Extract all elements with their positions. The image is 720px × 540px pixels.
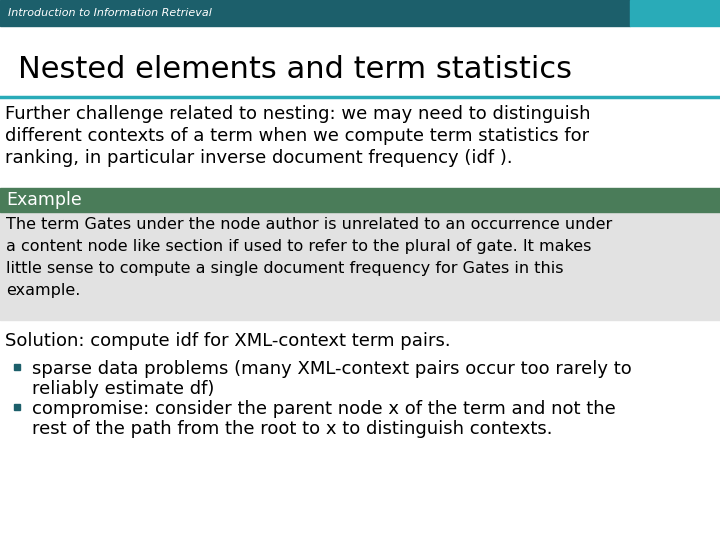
Text: different contexts of a term when we compute term statistics for: different contexts of a term when we com… xyxy=(5,127,589,145)
Text: example.: example. xyxy=(6,283,81,298)
Text: Nested elements and term statistics: Nested elements and term statistics xyxy=(18,55,572,84)
Text: rest of the path from the root to x to distinguish contexts.: rest of the path from the root to x to d… xyxy=(32,420,552,438)
Bar xyxy=(0,0,630,26)
Text: reliably estimate df): reliably estimate df) xyxy=(32,380,215,398)
Text: Solution: compute idf for XML-context term pairs.: Solution: compute idf for XML-context te… xyxy=(5,332,451,350)
Text: Introduction to Information Retrieval: Introduction to Information Retrieval xyxy=(8,8,212,18)
Bar xyxy=(14,364,20,370)
Bar xyxy=(0,188,720,212)
Text: compromise: consider the parent node x of the term and not the: compromise: consider the parent node x o… xyxy=(32,400,616,418)
Text: sparse data problems (many XML-context pairs occur too rarely to: sparse data problems (many XML-context p… xyxy=(32,360,631,378)
Text: ranking, in particular inverse document frequency (idf ).: ranking, in particular inverse document … xyxy=(5,149,513,167)
Bar xyxy=(14,404,20,410)
Bar xyxy=(630,0,720,26)
Text: The term Gates under the node author is unrelated to an occurrence under: The term Gates under the node author is … xyxy=(6,217,612,232)
Text: Example: Example xyxy=(6,191,82,209)
Text: a content node like section if used to refer to the plural of gate. It makes: a content node like section if used to r… xyxy=(6,239,591,254)
Bar xyxy=(0,212,720,320)
Text: little sense to compute a single document frequency for Gates in this: little sense to compute a single documen… xyxy=(6,261,564,276)
Text: Further challenge related to nesting: we may need to distinguish: Further challenge related to nesting: we… xyxy=(5,105,590,123)
